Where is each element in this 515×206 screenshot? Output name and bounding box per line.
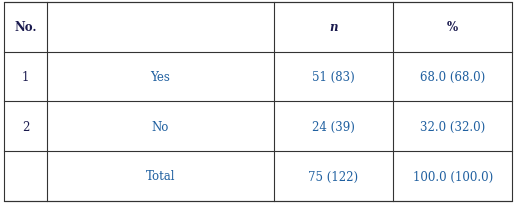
Text: Total: Total (146, 170, 175, 183)
Text: 2: 2 (22, 120, 29, 133)
Text: 75 (122): 75 (122) (308, 170, 358, 183)
Text: %: % (447, 21, 458, 34)
Text: 100.0 (100.0): 100.0 (100.0) (413, 170, 493, 183)
Text: 1: 1 (22, 71, 29, 84)
Text: 24 (39): 24 (39) (312, 120, 355, 133)
Text: 68.0 (68.0): 68.0 (68.0) (420, 71, 485, 84)
Text: n: n (329, 21, 337, 34)
Text: Yes: Yes (150, 71, 170, 84)
Text: 32.0 (32.0): 32.0 (32.0) (420, 120, 485, 133)
Text: No.: No. (14, 21, 37, 34)
Text: 51 (83): 51 (83) (312, 71, 355, 84)
Text: No: No (152, 120, 169, 133)
